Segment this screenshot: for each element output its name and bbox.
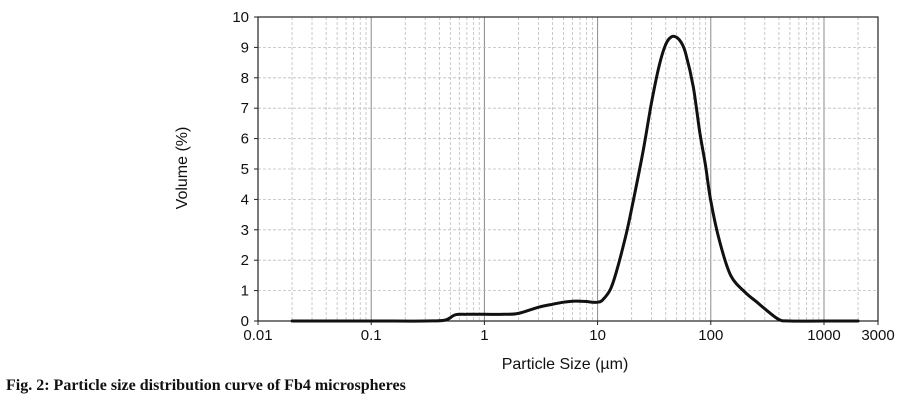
grid-lines <box>257 16 879 322</box>
y-tick-label: 6 <box>241 131 249 148</box>
x-tick-label: 0.01 <box>243 327 272 344</box>
x-tick-label: 1000 <box>807 327 840 344</box>
series-lines <box>290 34 860 323</box>
y-tick-label: 1 <box>241 283 249 300</box>
y-tick-label: 8 <box>241 70 249 87</box>
y-tick-label: 4 <box>241 191 249 208</box>
y-tick-label: 10 <box>232 9 249 26</box>
x-tick-label: 100 <box>698 327 723 344</box>
x-tick-label: 0.1 <box>361 327 382 344</box>
y-tick-label: 9 <box>241 39 249 56</box>
x-tick-label: 1 <box>480 327 488 344</box>
y-tick-label: 2 <box>241 252 249 269</box>
series-line <box>290 34 860 323</box>
y-tick-label: 3 <box>241 222 249 239</box>
y-tick-label: 5 <box>241 161 249 178</box>
axis-ticks: 0 1 2 3 4 5 6 7 8 9 10 0.01 0.1 1 10 100 1000 3000 <box>232 9 894 344</box>
y-axis-title: Volume (%) <box>174 127 191 210</box>
x-tick-label: 3000 <box>861 327 894 344</box>
figure-caption: Fig. 2: Particle size distribution curve… <box>6 377 406 394</box>
y-tick-label: 7 <box>241 100 249 117</box>
y-tick-label: 0 <box>241 313 249 330</box>
x-axis-title: Particle Size (µm) <box>502 356 629 373</box>
x-tick-label: 10 <box>589 327 606 344</box>
